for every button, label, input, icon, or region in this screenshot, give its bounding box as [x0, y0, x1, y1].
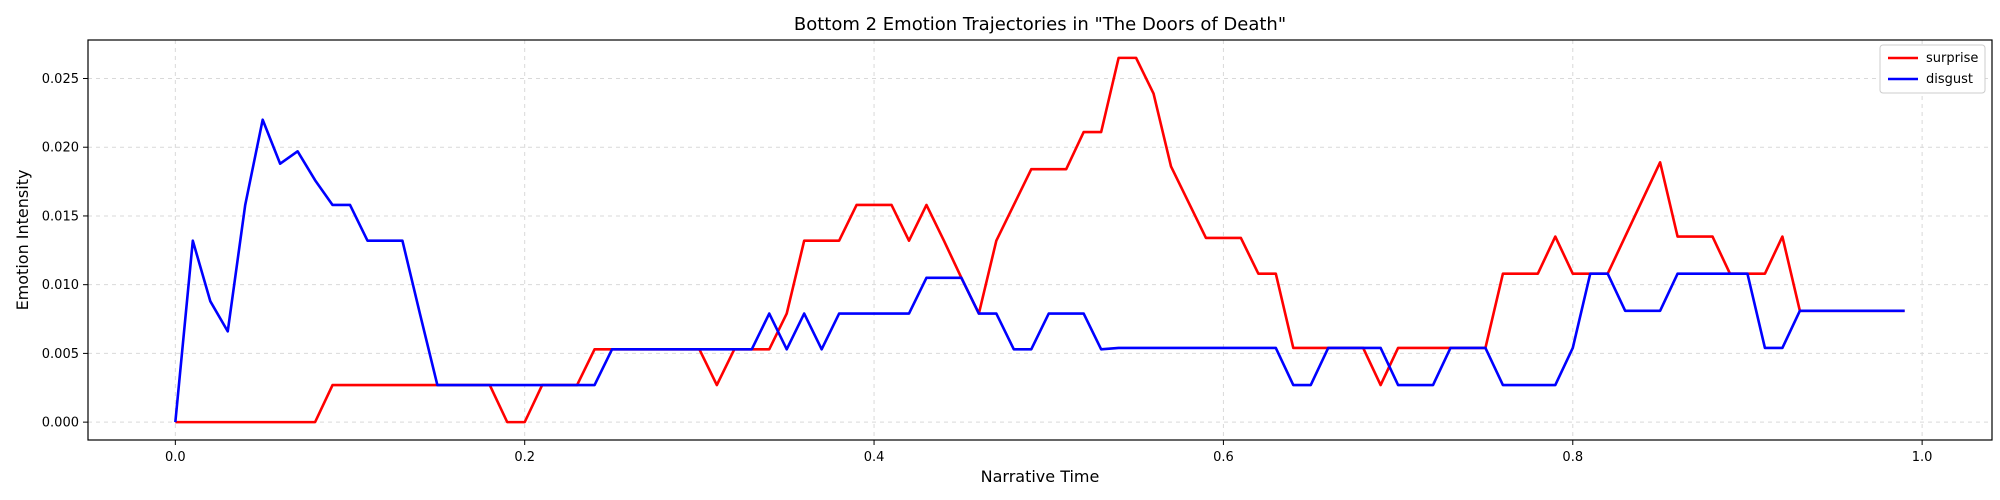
y-axis-label: Emotion Intensity [13, 170, 32, 311]
x-tick-label: 0.6 [1213, 450, 1234, 465]
legend-label-disgust: disgust [1926, 72, 1973, 87]
legend: surprise disgust [1879, 44, 1986, 94]
series-line-disgust [174, 118, 1905, 423]
x-tick-label: 0.8 [1562, 450, 1583, 465]
y-tick-label: 0.025 [42, 72, 79, 87]
y-tick-label: 0.000 [42, 416, 79, 431]
x-tick-label: 1.0 [1912, 450, 1933, 465]
series-line-surprise [175, 56, 1905, 424]
x-tick-label: 0.4 [864, 450, 885, 465]
plot-frame [87, 39, 1993, 441]
y-tick-label: 0.005 [42, 347, 79, 362]
x-axis-label: Narrative Time [981, 467, 1100, 486]
x-tick-label: 0.0 [165, 450, 186, 465]
legend-label-surprise: surprise [1926, 51, 1978, 66]
y-tick-label: 0.010 [42, 278, 79, 293]
axis-ticks: 0.0 0.2 0.4 0.6 0.8 1.0 0.000 0.005 0.010 0.015 0.… [42, 72, 1933, 465]
x-tick-label: 0.2 [514, 450, 535, 465]
y-tick-label: 0.020 [42, 141, 79, 156]
grid [88, 40, 1992, 440]
chart-title: Bottom 2 Emotion Trajectories in "The Do… [794, 14, 1286, 35]
y-tick-label: 0.015 [42, 209, 79, 224]
series-layer [174, 56, 1905, 424]
